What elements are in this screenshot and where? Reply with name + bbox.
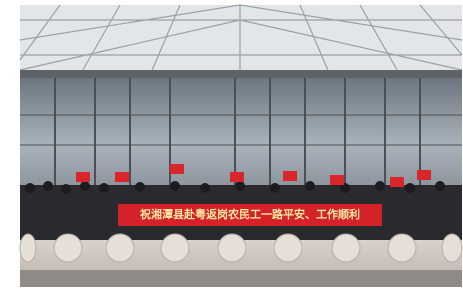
page: 祝湘潭县赴粤返岗农民工一路平安、工作顺利 (() => { const data… [0,0,463,290]
canopy [20,5,462,77]
canopy-edge [20,70,462,78]
banner-text: 祝湘潭县赴粤返岗农民工一路平安、工作顺利 [140,207,360,221]
photo: 祝湘潭县赴粤返岗农民工一路平安、工作顺利 [0,0,463,290]
scene: 祝湘潭县赴粤返岗农民工一路平安、工作顺利 [20,5,462,287]
road [20,270,462,287]
